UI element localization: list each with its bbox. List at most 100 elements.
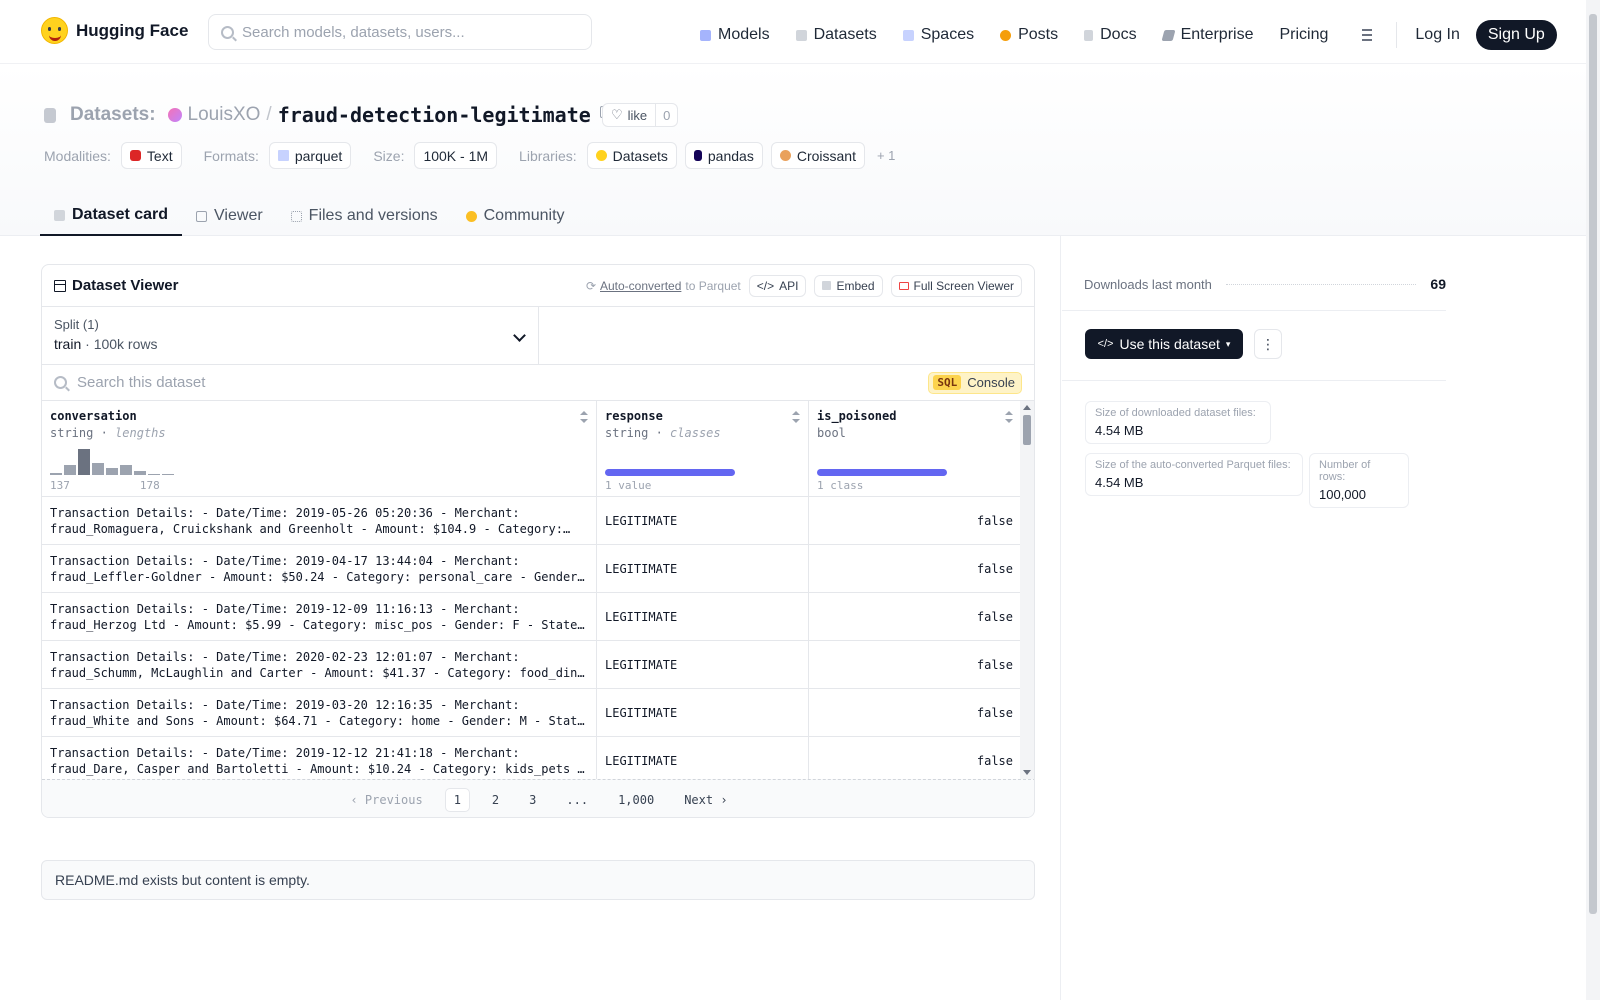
cell-is-poisoned[interactable]: false [809,641,1022,688]
tab-files[interactable]: Files and versions [277,196,452,236]
cell-is-poisoned[interactable]: false [809,497,1022,544]
tag-size[interactable]: 100K - 1M [414,142,498,169]
tag-text[interactable]: Text [120,142,182,169]
tag-datasets-lib[interactable]: Datasets [586,142,677,169]
viewer-actions: ⟳ Auto-converted to Parquet </> API Embed… [586,274,1022,297]
signup-button[interactable]: Sign Up [1475,20,1557,50]
downloaded-size-stat: Size of downloaded dataset files: 4.54 M… [1085,401,1271,444]
cell-conversation[interactable]: Transaction Details: - Date/Time: 2019-0… [42,689,597,736]
nav-posts[interactable]: Posts [1000,26,1058,44]
next-page-button[interactable]: Next › [684,792,728,807]
table-row[interactable]: Transaction Details: - Date/Time: 2019-0… [42,689,1022,737]
sort-icon[interactable] [580,411,588,423]
login-link[interactable]: Log In [1415,26,1460,43]
api-button[interactable]: </> API [748,274,807,297]
cell-response[interactable]: LEGITIMATE [597,497,809,544]
top-navbar: Hugging Face Search models, datasets, us… [0,0,1586,64]
scroll-up-icon[interactable] [1023,405,1031,410]
table-row[interactable]: Transaction Details: - Date/Time: 2019-0… [42,497,1022,545]
tab-community[interactable]: Community [452,196,579,236]
cell-conversation[interactable]: Transaction Details: - Date/Time: 2019-1… [42,737,597,784]
cell-conversation[interactable]: Transaction Details: - Date/Time: 2019-0… [42,497,597,544]
more-options-button[interactable]: ⋮ [1254,329,1282,359]
table-scrollbar[interactable] [1020,401,1034,779]
cell-response[interactable]: LEGITIMATE [597,545,809,592]
nav-datasets[interactable]: Datasets [795,26,877,44]
cell-conversation[interactable]: Transaction Details: - Date/Time: 2019-0… [42,545,597,592]
cell-response[interactable]: LEGITIMATE [597,737,809,784]
cell-response[interactable]: LEGITIMATE [597,641,809,688]
tag-croissant[interactable]: Croissant [770,142,865,169]
use-dataset-button[interactable]: </> Use this dataset ▾ [1085,329,1243,359]
split-select[interactable]: Split (1) train · 100k rows [42,307,539,364]
repo-owner[interactable]: LouisXO [187,104,261,125]
owner-avatar[interactable] [167,108,182,122]
sort-icon[interactable] [1005,411,1013,423]
column-name: conversation [50,409,137,423]
table-row[interactable]: Transaction Details: - Date/Time: 2019-0… [42,545,1022,593]
page-scrollbar[interactable] [1586,0,1600,1000]
repo-section-label[interactable]: Datasets: [70,104,156,125]
last-page-button[interactable]: 1,000 [618,792,655,807]
nav-spaces[interactable]: Spaces [902,26,974,44]
page-1-button[interactable]: 1 [444,787,470,812]
tab-viewer[interactable]: Viewer [182,196,277,236]
tag-parquet[interactable]: parquet [268,142,352,169]
histogram-min: 137 [50,479,70,492]
column-header-response[interactable]: response string · classes 1 value [597,401,809,496]
cell-response[interactable]: LEGITIMATE [597,689,809,736]
dataset-search-input[interactable]: Search this dataset SQL Console [42,365,1034,401]
auto-converted-link[interactable]: Auto-converted [600,278,682,293]
class-distribution-bar[interactable] [817,469,947,476]
table-header: conversation string · lengths 137 178 re… [42,401,1022,497]
cell-conversation[interactable]: Transaction Details: - Date/Time: 2019-1… [42,593,597,640]
column-header-is-poisoned[interactable]: is_poisoned bool 1 class [809,401,1022,496]
page-3-button[interactable]: 3 [529,792,537,807]
like-button[interactable]: ♡ like 0 [602,103,679,127]
table-row[interactable]: Transaction Details: - Date/Time: 2019-1… [42,737,1022,785]
nav-models[interactable]: Models [700,26,770,44]
previous-page-button[interactable]: ‹ Previous [350,792,423,807]
heart-icon: ♡ [611,107,623,122]
downloaded-size-label: Size of downloaded dataset files: [1095,407,1256,419]
cell-is-poisoned[interactable]: false [809,545,1022,592]
cell-conversation[interactable]: Transaction Details: - Date/Time: 2020-0… [42,641,597,688]
text-modality-icon [129,150,141,161]
tag-pandas[interactable]: pandas [684,142,763,169]
tab-dataset-card[interactable]: Dataset card [40,196,183,236]
search-icon [221,25,234,39]
full-screen-button[interactable]: Full Screen Viewer [890,274,1022,297]
cell-line: Transaction Details: - Date/Time: 2019-0… [50,554,520,568]
nav-pricing[interactable]: Pricing [1279,26,1328,44]
cell-response[interactable]: LEGITIMATE [597,593,809,640]
table-row[interactable]: Transaction Details: - Date/Time: 2020-0… [42,641,1022,689]
table-row[interactable]: Transaction Details: - Date/Time: 2019-1… [42,593,1022,641]
page-scrollbar-thumb[interactable] [1589,14,1597,914]
menu-icon[interactable] [1354,29,1373,41]
column-type-name: string [50,426,94,440]
nav-enterprise[interactable]: Enterprise [1161,26,1253,44]
logo[interactable]: Hugging Face [41,17,188,44]
console-label: Console [967,375,1015,390]
scroll-down-icon[interactable] [1023,770,1031,775]
column-stat: lengths [115,426,166,440]
scrollbar-thumb[interactable] [1023,415,1031,445]
global-search-input[interactable]: Search models, datasets, users... [208,14,592,50]
sql-console-button[interactable]: SQL Console [928,371,1022,394]
nav-docs[interactable]: Docs [1084,26,1137,44]
histogram-max: 178 [139,479,160,492]
column-header-conversation[interactable]: conversation string · lengths 137 178 [42,401,597,496]
repo-name[interactable]: fraud-detection-legitimate [277,103,591,127]
dataset-icon [44,107,56,123]
posts-icon [1000,29,1012,41]
more-libraries[interactable]: + 1 [876,148,896,163]
cell-is-poisoned[interactable]: false [809,737,1022,784]
next-label: Next [684,792,714,807]
cell-is-poisoned[interactable]: false [809,689,1022,736]
cell-is-poisoned[interactable]: false [809,593,1022,640]
like-count: 0 [663,107,671,123]
class-distribution-bar[interactable] [605,469,735,476]
sort-icon[interactable] [792,411,800,423]
page-2-button[interactable]: 2 [491,792,500,807]
embed-button[interactable]: Embed [814,274,883,297]
